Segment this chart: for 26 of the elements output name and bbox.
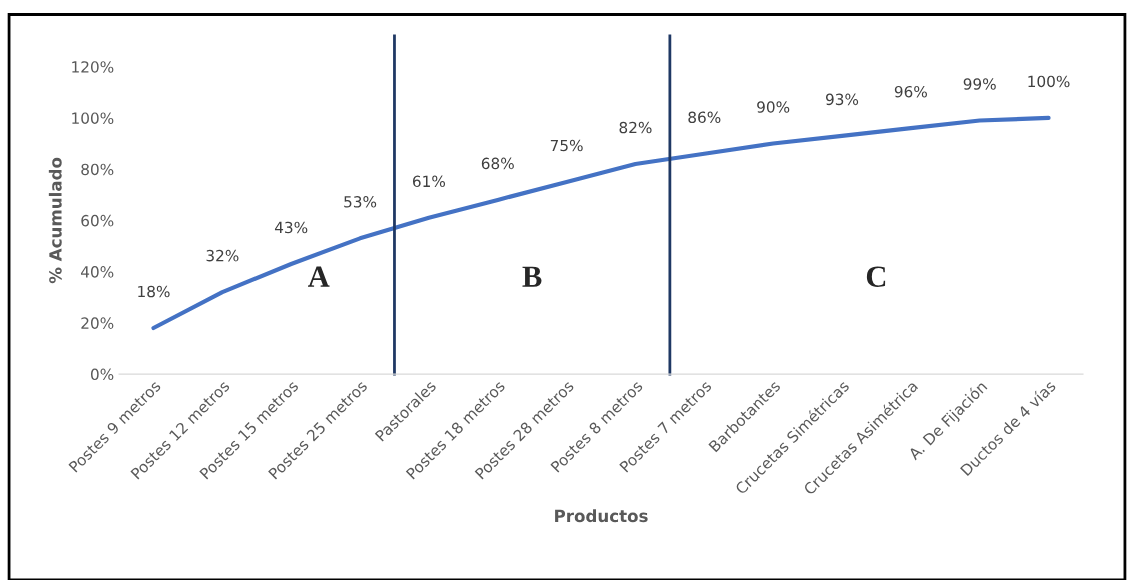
data-label: 99% [963,78,996,90]
annotation: A [308,266,330,287]
data-label: 82% [619,121,652,134]
y-tick-label: 100% [72,112,114,124]
y-tick-label: 20% [81,317,114,329]
data-label: 93% [825,93,859,106]
data-label: 68% [481,157,514,170]
data-label: 32% [206,249,239,262]
y-tick-label: 80% [81,163,114,176]
y-tick-label: 60% [81,214,114,227]
data-label: 86% [688,111,721,124]
y-axis-title: % Acumulado [48,157,62,284]
data-label: 53% [344,196,377,208]
y-tick-label: 0% [90,368,114,381]
y-tick-label: 120% [72,61,114,73]
data-label: 75% [550,139,583,152]
data-label: 18% [138,285,170,298]
data-label: 96% [894,85,927,98]
data-label: 43% [274,221,308,234]
data-label: 100% [1028,75,1070,88]
annotation: C [866,266,886,287]
data-label: 61% [412,175,446,188]
data-label: 90% [757,101,790,113]
x-axis-title: Productos [555,509,648,523]
y-tick-label: 40% [81,266,114,278]
annotation: B [522,266,542,287]
